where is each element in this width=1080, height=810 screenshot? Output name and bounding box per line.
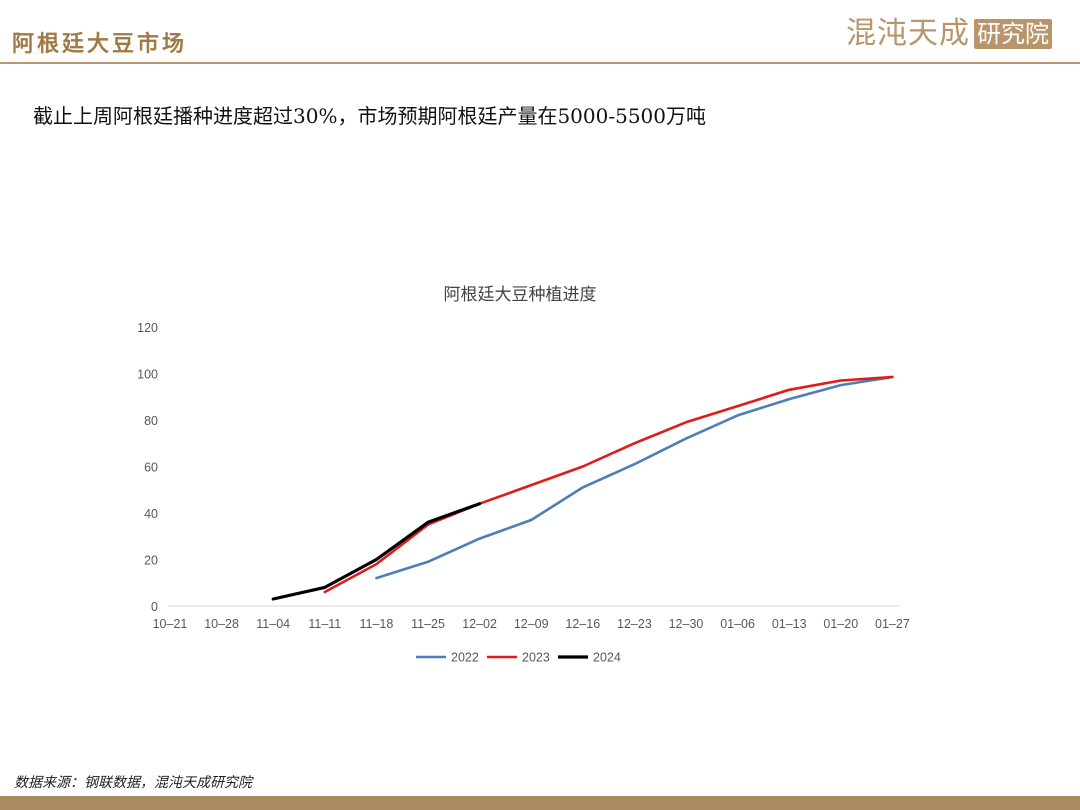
y-tick-label: 100 bbox=[137, 368, 158, 382]
series-line-2023 bbox=[323, 375, 894, 594]
y-tick-label: 40 bbox=[144, 507, 158, 521]
x-tick-label: 12–16 bbox=[565, 617, 600, 631]
x-tick-label: 01–06 bbox=[720, 617, 755, 631]
footer-bar bbox=[0, 796, 1080, 810]
chart-title: 阿根廷大豆种植进度 bbox=[444, 285, 597, 305]
x-tick-label: 12–23 bbox=[617, 617, 652, 631]
brand-logo: 混沌天成 研究院 bbox=[846, 16, 1052, 52]
y-tick-label: 60 bbox=[144, 461, 158, 475]
data-source: 数据来源：钢联数据，混沌天成研究院 bbox=[14, 775, 252, 791]
header-divider bbox=[0, 62, 1080, 64]
x-tick-label: 11–25 bbox=[411, 617, 445, 631]
legend-label-2023: 2023 bbox=[522, 651, 550, 665]
x-tick-label: 01–20 bbox=[823, 617, 858, 631]
y-tick-label: 20 bbox=[144, 554, 158, 568]
y-tick-label: 120 bbox=[137, 321, 158, 335]
legend-label-2024: 2024 bbox=[593, 651, 621, 665]
slide-subtitle: 截止上周阿根廷播种进度超过30%，市场预期阿根廷产量在5000-5500万吨 bbox=[33, 104, 707, 128]
legend-label-2022: 2022 bbox=[451, 651, 479, 665]
y-tick-label: 80 bbox=[144, 414, 158, 428]
x-tick-label: 01–27 bbox=[875, 617, 910, 631]
x-tick-label: 11–04 bbox=[256, 617, 290, 631]
x-tick-label: 12–30 bbox=[669, 617, 704, 631]
x-tick-label: 11–11 bbox=[308, 617, 341, 631]
x-tick-label: 12–09 bbox=[514, 617, 549, 631]
series-line-2022 bbox=[375, 375, 894, 580]
x-tick-label: 12–02 bbox=[462, 617, 497, 631]
x-tick-label: 11–18 bbox=[359, 617, 393, 631]
logo-text: 混沌天成 bbox=[846, 16, 970, 51]
x-tick-label: 10–28 bbox=[204, 617, 239, 631]
x-tick-label: 01–13 bbox=[772, 617, 807, 631]
x-tick-label: 10–21 bbox=[153, 617, 188, 631]
series-line-2024 bbox=[271, 502, 482, 601]
logo-seal: 研究院 bbox=[974, 19, 1052, 49]
page-title: 阿根廷大豆市场 bbox=[12, 31, 188, 57]
y-tick-label: 0 bbox=[151, 600, 158, 614]
planting-progress-chart: 阿根廷大豆种植进度 0 20 40 60 80 100 120 10–21 10–28 11–04 1… bbox=[137, 285, 910, 665]
